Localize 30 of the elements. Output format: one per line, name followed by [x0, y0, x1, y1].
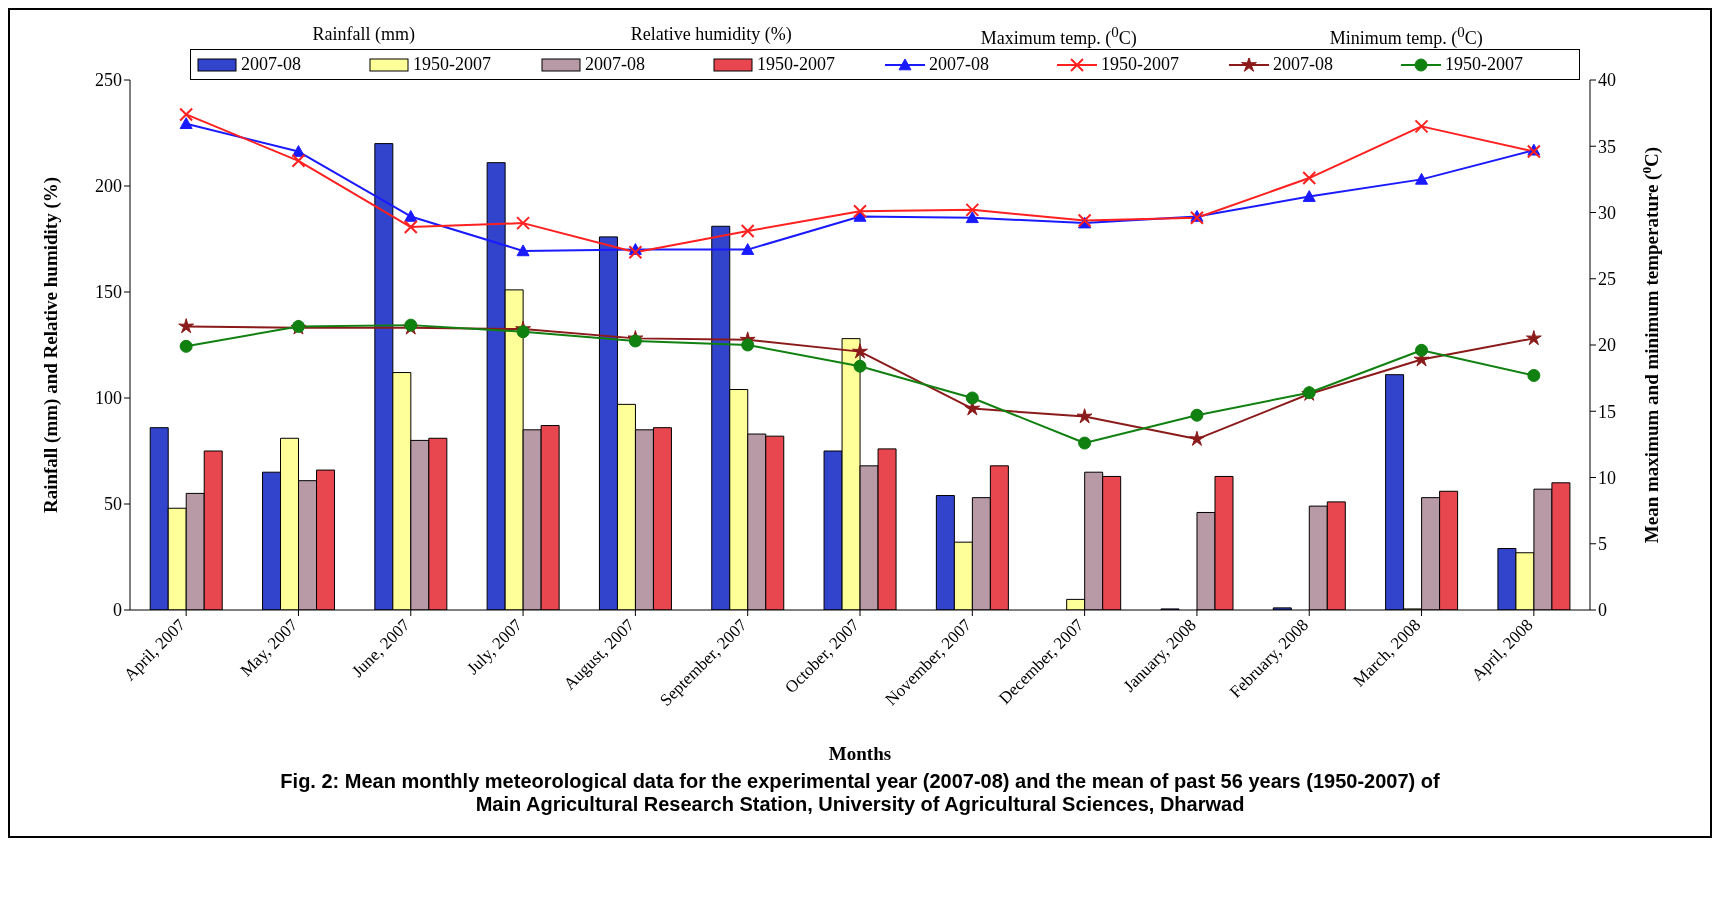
legend-label: 1950-2007 — [413, 54, 491, 75]
y-tick-label: 150 — [95, 282, 122, 303]
legend-label: 2007-08 — [1273, 54, 1333, 75]
y2-tick-label: 25 — [1598, 269, 1616, 290]
legend-label: 2007-08 — [585, 54, 645, 75]
y2-tick-label: 0 — [1598, 600, 1607, 621]
legend-label: 1950-2007 — [757, 54, 835, 75]
y2-tick-label: 20 — [1598, 335, 1616, 356]
y2-tick-label: 30 — [1598, 202, 1616, 223]
y-axis-title: Rainfall (mm) and Relative humidity (%) — [39, 176, 62, 514]
y2-tick-label: 40 — [1598, 70, 1616, 91]
legend-label: 1950-2007 — [1445, 54, 1523, 75]
y-tick-label: 50 — [104, 494, 122, 515]
y2-tick-label: 15 — [1598, 401, 1616, 422]
text: Minimum temp. ($^{0}$C) — [1328, 24, 1484, 49]
y2-tick-label: 35 — [1598, 136, 1616, 157]
text: Maximum temp. ($^{0}$C) — [979, 24, 1138, 49]
y2-tick-label: 10 — [1598, 467, 1616, 488]
text: Relative humidity (%) — [629, 24, 793, 46]
y-tick-label: 250 — [95, 70, 122, 91]
caption: Fig. 2: Mean monthly meteorological data for the experimental year (2007-08) and the mean of past 56 years (1950-2007) of Main Agricultural Research Station, University of Agricultural Sciences, Dharwad — [279, 770, 1441, 817]
x-axis-title: Months — [828, 743, 892, 764]
legend-label: 2007-08 — [929, 54, 989, 75]
legend-label: 1950-2007 — [1101, 54, 1179, 75]
y-tick-label: 100 — [95, 388, 122, 409]
y-tick-label: 0 — [113, 600, 122, 621]
y-tick-label: 200 — [95, 176, 122, 197]
y2-tick-label: 5 — [1598, 534, 1607, 555]
text: Rainfall (mm) — [311, 24, 416, 46]
legend-label: 2007-08 — [241, 54, 301, 75]
